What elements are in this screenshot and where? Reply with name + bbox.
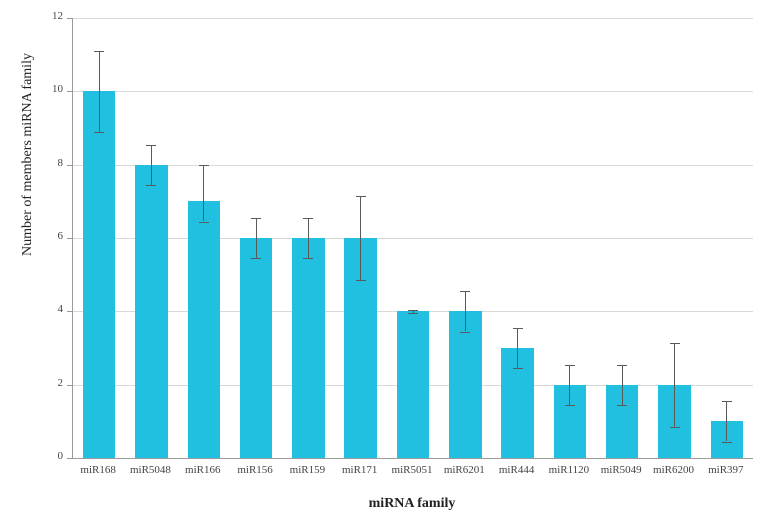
- plot-area: [72, 18, 753, 459]
- error-cap: [408, 310, 418, 311]
- error-bar: [151, 145, 152, 185]
- error-bar: [256, 218, 257, 258]
- x-tick-label: miR156: [229, 464, 281, 476]
- error-cap: [565, 405, 575, 406]
- x-tick-label: miR5049: [595, 464, 647, 476]
- x-tick-label: miR5048: [124, 464, 176, 476]
- error-cap: [303, 258, 313, 259]
- error-cap: [146, 145, 156, 146]
- x-tick-label: miR168: [72, 464, 124, 476]
- gridline: [73, 238, 753, 239]
- x-tick-label: miR6200: [647, 464, 699, 476]
- x-tick-label: miR171: [334, 464, 386, 476]
- error-cap: [460, 291, 470, 292]
- gridline: [73, 91, 753, 92]
- x-tick-label: miR1120: [543, 464, 595, 476]
- error-bar: [308, 218, 309, 258]
- x-axis-label: miRNA family: [72, 496, 752, 512]
- error-bar: [465, 291, 466, 331]
- y-tick-label: 4: [37, 303, 63, 315]
- x-tick-label: miR444: [490, 464, 542, 476]
- y-tick-label: 10: [37, 83, 63, 95]
- error-cap: [722, 442, 732, 443]
- error-cap: [199, 165, 209, 166]
- y-tick-mark: [67, 311, 72, 312]
- error-cap: [146, 185, 156, 186]
- gridline: [73, 165, 753, 166]
- x-tick-label: miR397: [700, 464, 752, 476]
- error-cap: [460, 332, 470, 333]
- y-tick-mark: [67, 91, 72, 92]
- gridline: [73, 18, 753, 19]
- y-tick-label: 8: [37, 157, 63, 169]
- x-tick-label: miR5051: [386, 464, 438, 476]
- error-cap: [513, 368, 523, 369]
- error-cap: [670, 343, 680, 344]
- error-cap: [408, 313, 418, 314]
- y-tick-mark: [67, 18, 72, 19]
- bar: [240, 238, 272, 458]
- error-cap: [617, 365, 627, 366]
- error-bar: [99, 51, 100, 132]
- error-bar: [517, 328, 518, 368]
- error-cap: [356, 280, 366, 281]
- bar: [188, 201, 220, 458]
- error-cap: [251, 218, 261, 219]
- error-bar: [360, 196, 361, 280]
- error-bar: [726, 401, 727, 441]
- error-cap: [617, 405, 627, 406]
- bar: [135, 165, 167, 458]
- error-cap: [94, 51, 104, 52]
- bar-chart: Number of members miRNA family miRNA fam…: [0, 0, 776, 529]
- error-cap: [251, 258, 261, 259]
- y-tick-label: 0: [37, 450, 63, 462]
- bar: [292, 238, 324, 458]
- y-tick-mark: [67, 238, 72, 239]
- bar: [449, 311, 481, 458]
- y-tick-mark: [67, 458, 72, 459]
- x-tick-label: miR6201: [438, 464, 490, 476]
- y-tick-mark: [67, 385, 72, 386]
- error-cap: [303, 218, 313, 219]
- x-tick-label: miR166: [177, 464, 229, 476]
- bar: [83, 91, 115, 458]
- y-tick-label: 6: [37, 230, 63, 242]
- y-tick-mark: [67, 165, 72, 166]
- error-bar: [674, 343, 675, 427]
- error-bar: [622, 365, 623, 405]
- bar: [397, 311, 429, 458]
- error-cap: [670, 427, 680, 428]
- error-cap: [565, 365, 575, 366]
- error-bar: [569, 365, 570, 405]
- y-tick-label: 2: [37, 377, 63, 389]
- y-tick-label: 12: [37, 10, 63, 22]
- error-cap: [199, 222, 209, 223]
- error-cap: [513, 328, 523, 329]
- y-axis-label: Number of members miRNA family: [20, 216, 36, 256]
- error-cap: [722, 401, 732, 402]
- error-bar: [203, 165, 204, 222]
- x-tick-label: miR159: [281, 464, 333, 476]
- error-cap: [356, 196, 366, 197]
- error-cap: [94, 132, 104, 133]
